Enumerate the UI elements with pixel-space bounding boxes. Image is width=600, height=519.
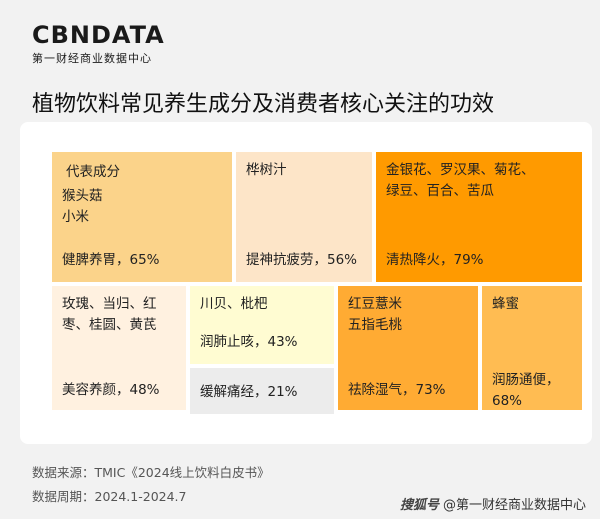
chart-card: 代表成分 猴头菇 小米 健脾养胃，65% 桦树汁 提神抗疲劳，56% 金银花、罗汉果、菊花… xyxy=(20,122,592,444)
logo-wordmark: CBNDATA xyxy=(32,21,165,49)
tile-ingredients: 桦树汁 xyxy=(246,162,287,178)
page-title: 植物饮料常见养生成分及消费者核心关注的功效 xyxy=(32,92,495,117)
treemap-tile: 桦树汁提神抗疲劳，56% xyxy=(236,152,372,282)
legend-label: 代表成分 xyxy=(66,164,120,180)
treemap-tile: 蜂蜜润肠通便， 68% xyxy=(482,286,582,410)
credit-text: @第一财经商业数据中心 xyxy=(442,498,586,513)
treemap-tile: 金银花、罗汉果、菊花、 绿豆、百合、苦瓜清热降火，79% xyxy=(376,152,582,282)
tile-benefit: 祛除湿气，73% xyxy=(348,382,446,398)
data-source: 数据来源：TMIC《2024线上饮料白皮书》 xyxy=(32,465,270,480)
tile-ingredients: 金银花、罗汉果、菊花、 绿豆、百合、苦瓜 xyxy=(386,162,535,199)
tile-benefit: 清热降火，79% xyxy=(386,252,484,268)
tile-ingredients: 川贝、枇杷 xyxy=(200,296,268,312)
sohu-mark: 搜狐号 xyxy=(399,498,439,513)
tile-benefit: 美容养颜，48% xyxy=(62,382,160,398)
treemap-tile: 红豆薏米 五指毛桃祛除湿气，73% xyxy=(338,286,478,410)
tile-benefit: 健脾养胃，65% xyxy=(62,252,160,268)
tile-ingredients: 红豆薏米 五指毛桃 xyxy=(348,296,402,333)
logo-subtitle: 第一财经商业数据中心 xyxy=(32,52,152,65)
tile-ingredients: 蜂蜜 xyxy=(492,296,519,312)
watermark-credit: 搜狐号 @第一财经商业数据中心 xyxy=(400,494,586,513)
treemap-tile: 玫瑰、当归、红 枣、桂圆、黄芪美容养颜，48% xyxy=(52,286,186,410)
tile-benefit: 缓解痛经，21% xyxy=(200,384,298,400)
tile-benefit: 润肠通便， 68% xyxy=(492,372,560,409)
tile-ingredients: 猴头菇 小米 xyxy=(62,188,103,225)
treemap-tile: 代表成分猴头菇 小米健脾养胃，65% xyxy=(52,152,232,282)
brand-logo: CBNDATA 第一财经商业数据中心 xyxy=(32,22,165,66)
data-period: 数据周期：2024.1-2024.7 xyxy=(32,489,187,504)
treemap-tile: 缓解痛经，21% xyxy=(190,368,334,414)
tile-benefit: 提神抗疲劳，56% xyxy=(246,252,358,268)
tile-ingredients: 玫瑰、当归、红 枣、桂圆、黄芪 xyxy=(62,296,157,333)
treemap-tile: 川贝、枇杷润肺止咳，43% xyxy=(190,286,334,364)
tile-benefit: 润肺止咳，43% xyxy=(200,334,298,350)
